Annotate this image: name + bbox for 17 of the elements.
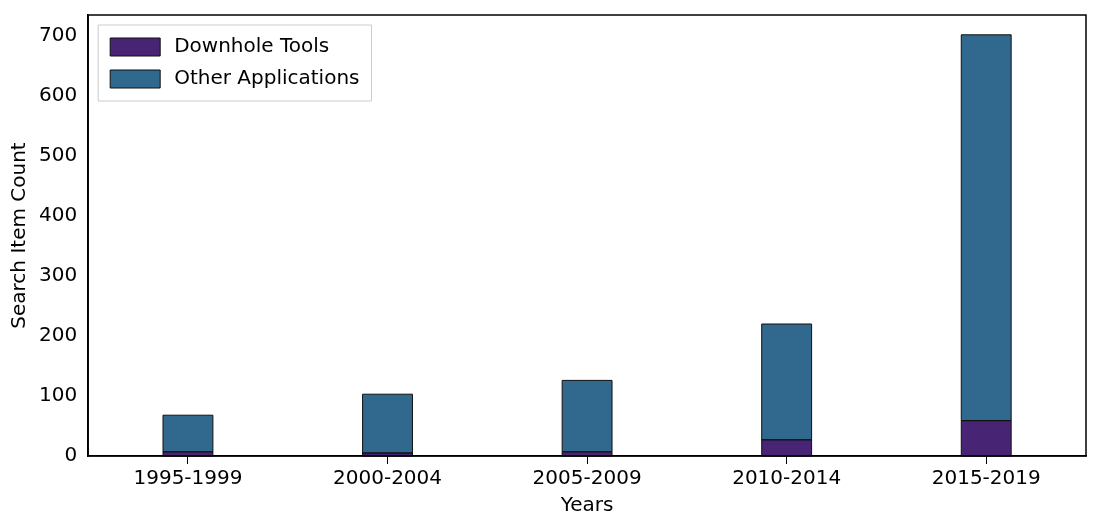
y-tick-label: 500 (38, 142, 78, 167)
x-tick-label: 2000-2004 (333, 465, 443, 490)
y-tick-label: 600 (38, 82, 78, 107)
x-tick-label: 2010-2014 (732, 465, 842, 490)
y-axis-title: Search Item Count (6, 142, 31, 329)
legend-label: Downhole Tools (174, 33, 330, 58)
x-tick-label: 2005-2009 (532, 465, 642, 490)
y-tick-label: 0 (64, 442, 78, 467)
y-tick-label: 300 (38, 262, 78, 287)
x-tick-label: 2015-2019 (931, 465, 1041, 490)
y-tick-label: 700 (38, 22, 78, 47)
x-tick-label: 1995-1999 (133, 465, 243, 490)
legend-label: Other Applications (174, 65, 360, 90)
y-tick-label: 100 (38, 382, 78, 407)
y-tick-label: 400 (38, 202, 78, 227)
x-axis-title: Years (559, 492, 614, 517)
y-tick-label: 200 (38, 322, 78, 347)
